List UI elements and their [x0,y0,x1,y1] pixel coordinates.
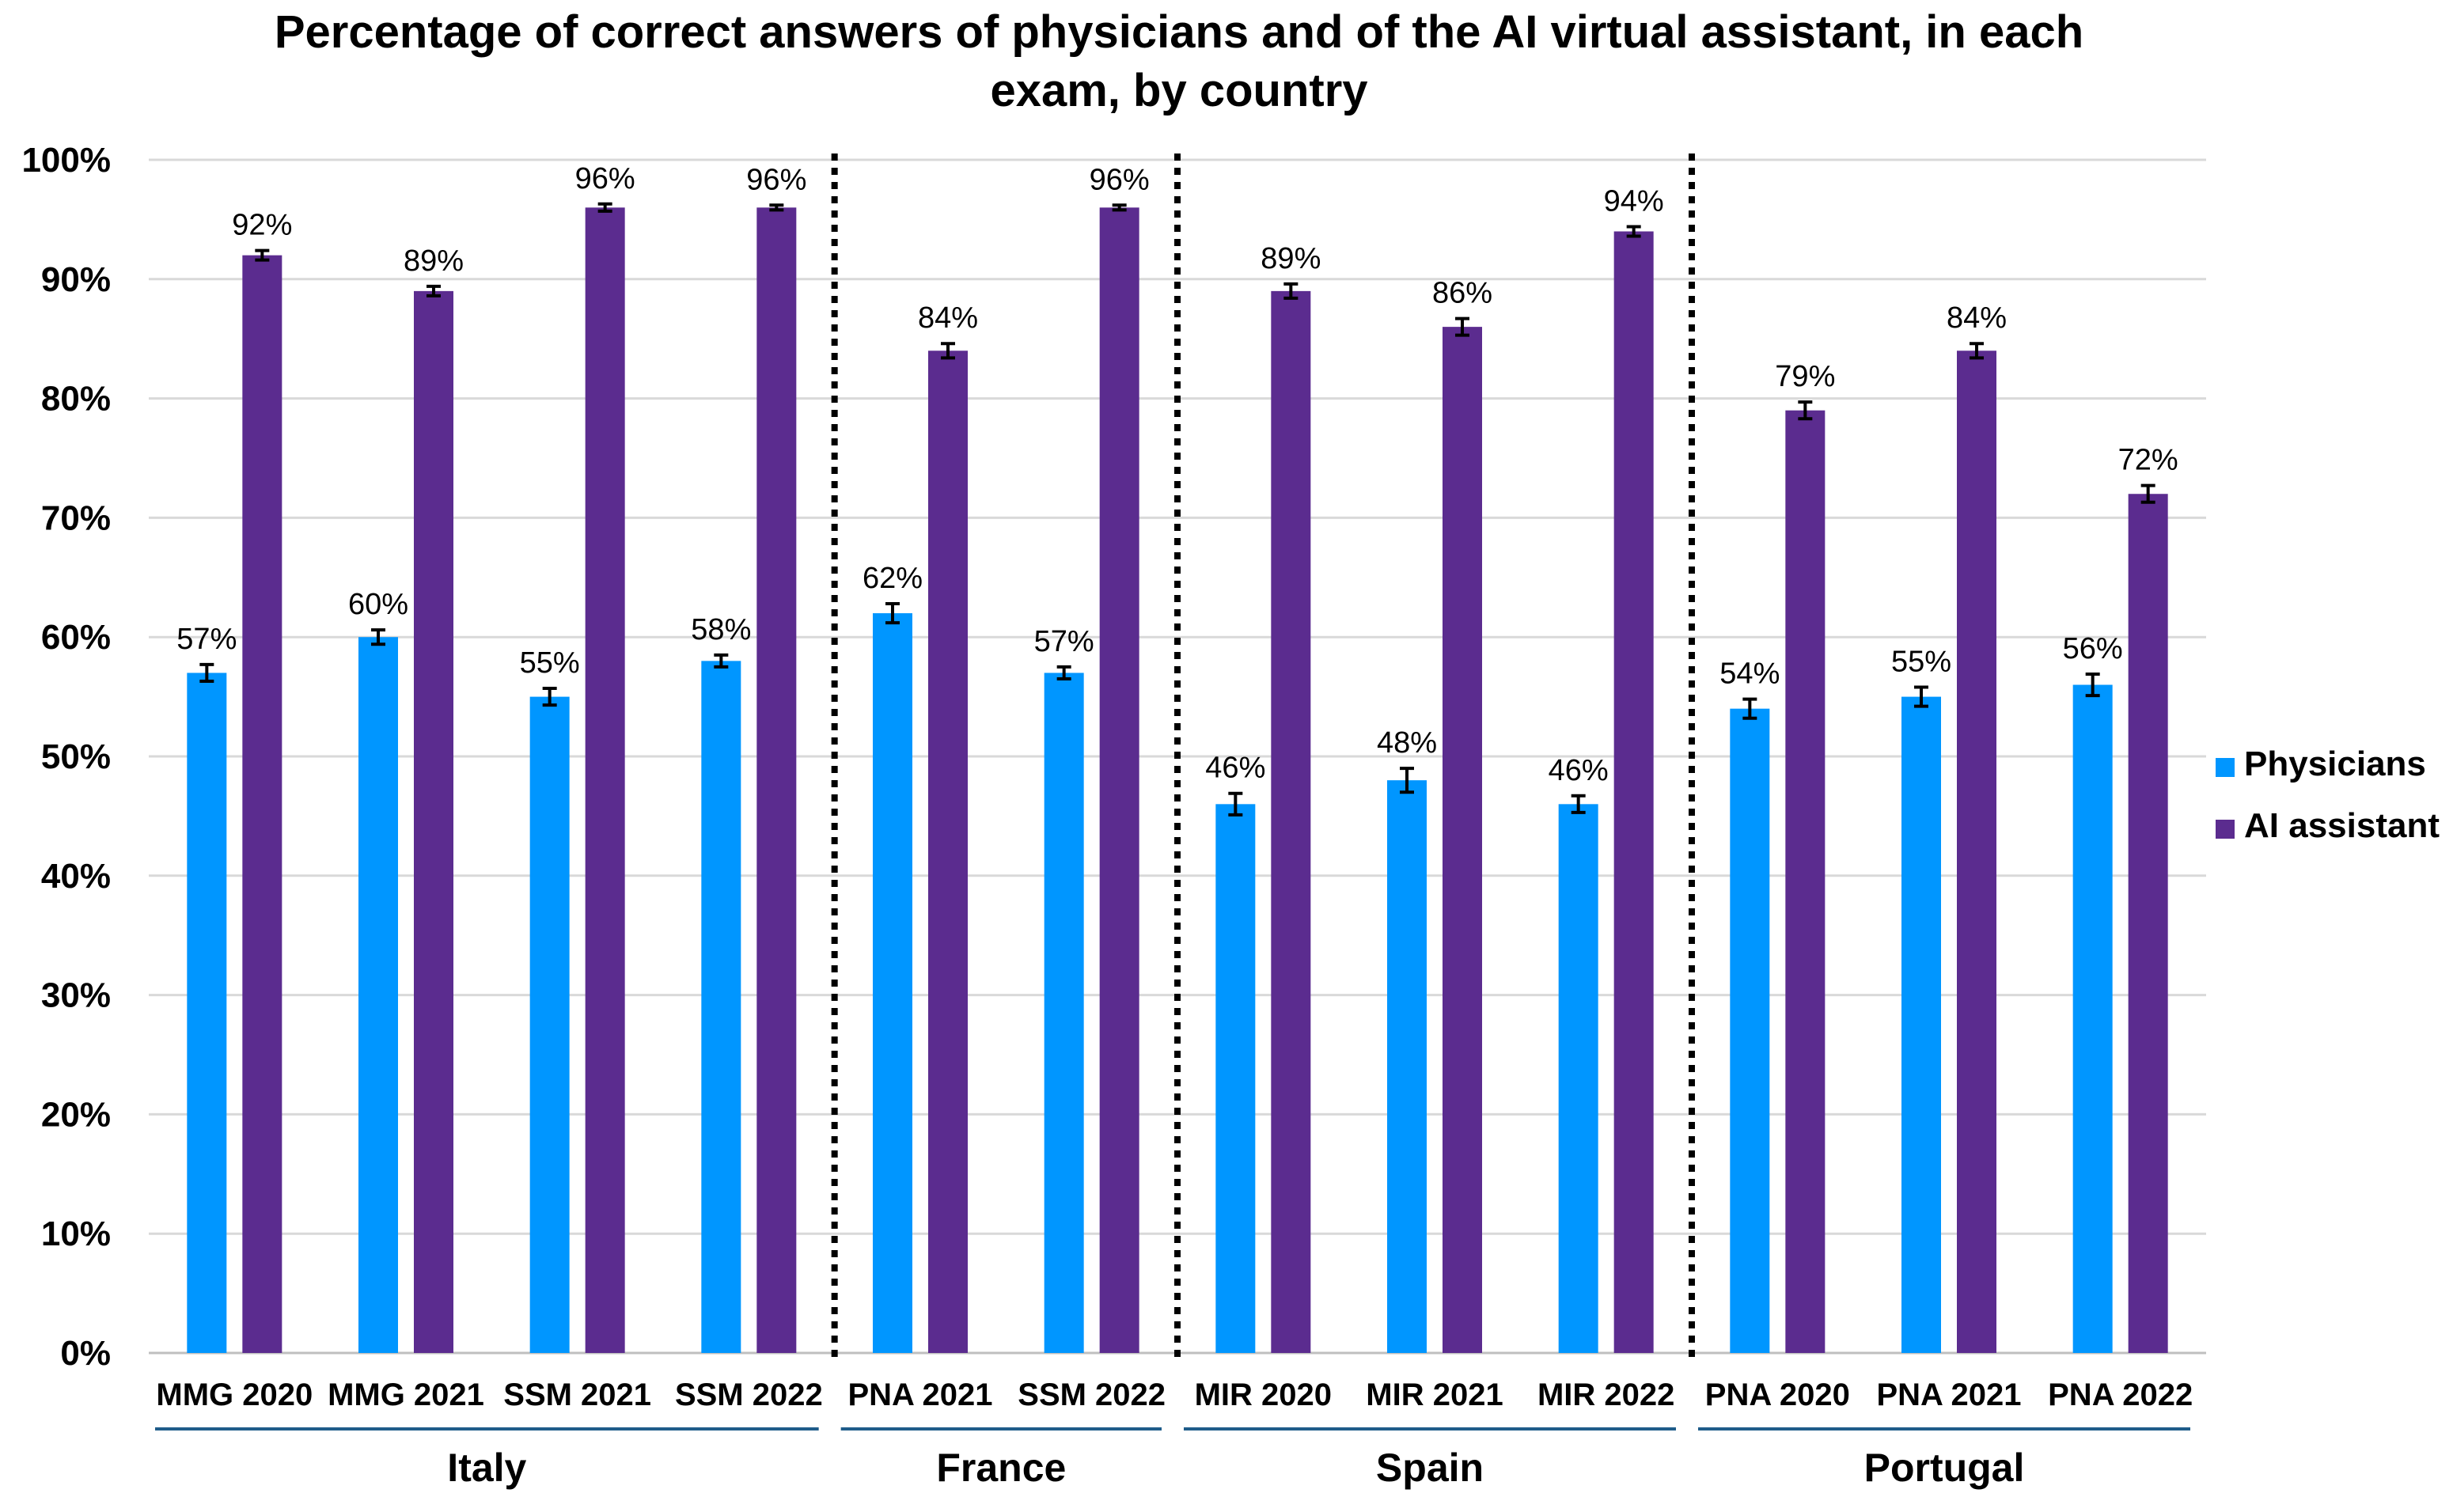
error-bars [199,202,2155,817]
physicians-bar [873,613,912,1353]
data-labels: 57% 92% 60% 89% 55% 96% 58% 96% 62% 84% 57% 96% 46% 8… [176,162,2178,787]
physicians-bar [1215,804,1256,1353]
chart-title-line-2: exam, by country [990,65,1367,116]
x-category-label: SSM 2021 [503,1377,651,1412]
physicians-bar [1558,804,1598,1353]
physicians-bar [529,696,570,1353]
country-group-label: Spain [1376,1446,1484,1490]
y-tick-label: 90% [41,260,111,299]
physicians-bar [1387,780,1427,1353]
physicians-data-label: 46% [1549,754,1609,787]
physicians-data-label: 55% [1891,646,1951,679]
ai-assistant-data-label: 84% [918,301,978,335]
ai-assistant-data-label: 84% [1947,301,2007,335]
bars [187,207,2168,1354]
physicians-legend-label: Physicians [2244,745,2426,783]
ai-assistant-bar [414,290,453,1353]
ai-assistant-bar [1099,207,1139,1353]
x-axis-categories: MMG 2020 MMG 2021 SSM 2021 SSM 2022 PNA 2021… [156,1377,2193,1412]
y-tick-label: 60% [41,618,111,657]
legend: Physicians AI assistant [2216,745,2440,845]
ai-assistant-data-label: 96% [1090,163,1150,196]
y-axis: 0% 10% 20% 30% 40% 50% 60% 70% 80% 90% 100% [21,141,111,1373]
ai-assistant-bar [2128,494,2168,1353]
physicians-data-label: 55% [520,646,580,680]
x-category-label: SSM 2022 [675,1377,823,1412]
physicians-data-label: 54% [1719,657,1780,691]
country-group-label: Italy [447,1446,526,1490]
ai-assistant-data-label: 96% [575,162,635,195]
ai-assistant-bar [242,255,282,1353]
y-tick-label: 30% [41,976,111,1015]
y-tick-label: 40% [41,857,111,896]
ai-assistant-legend-swatch [2216,820,2235,839]
physicians-data-label: 57% [1034,625,1094,658]
x-category-label: MIR 2022 [1537,1377,1674,1412]
x-category-label: MMG 2020 [156,1377,313,1412]
physicians-bar [701,661,741,1353]
y-tick-label: 80% [41,380,111,419]
x-category-label: MIR 2020 [1195,1377,1332,1412]
x-category-label: PNA 2021 [1876,1377,2021,1412]
ai-assistant-bar [1271,290,1311,1353]
ai-assistant-data-label: 96% [746,163,806,196]
physicians-data-label: 56% [2063,632,2123,665]
ai-assistant-data-label: 86% [1432,277,1492,310]
physicians-data-label: 58% [691,613,751,646]
physicians-bar [1044,673,1084,1353]
country-group-label: France [936,1446,1066,1490]
x-category-label: SSM 2022 [1018,1377,1166,1412]
country-separators [831,153,1695,1359]
ai-assistant-bar [1785,410,1826,1354]
ai-assistant-legend-label: AI assistant [2244,806,2440,845]
physicians-data-label: 62% [863,562,923,595]
physicians-bar [187,673,227,1353]
chart-title: Percentage of correct answers of physici… [275,6,2083,116]
ai-assistant-bar [1443,327,1482,1353]
physicians-legend-swatch [2216,758,2235,777]
x-category-label: MIR 2021 [1366,1377,1503,1412]
x-category-label: PNA 2021 [847,1377,992,1412]
country-groups: Italy France Spain Portugal [155,1427,2190,1490]
physicians-bar [358,637,398,1353]
x-category-label: PNA 2020 [1705,1377,1850,1412]
y-tick-label: 0% [60,1334,111,1373]
physicians-bar [1730,708,1770,1353]
physicians-bar [2072,684,2113,1353]
ai-assistant-data-label: 94% [1604,184,1664,218]
y-tick-label: 100% [21,141,111,180]
ai-assistant-data-label: 89% [404,244,464,278]
ai-assistant-bar [756,207,797,1353]
y-tick-label: 70% [41,498,111,537]
ai-assistant-bar [928,351,968,1353]
physicians-data-label: 46% [1205,752,1265,785]
physicians-data-label: 48% [1377,726,1437,760]
physicians-data-label: 57% [176,623,237,656]
ai-assistant-bar [585,207,625,1353]
country-group-label: Portugal [1864,1446,2025,1490]
ai-assistant-data-label: 89% [1261,242,1321,275]
ai-assistant-bar [1613,231,1654,1354]
ai-assistant-data-label: 72% [2118,444,2178,477]
y-tick-label: 20% [41,1095,111,1134]
ai-assistant-bar [1957,351,1996,1353]
physicians-bar [1901,696,1941,1353]
y-tick-label: 50% [41,737,111,776]
x-category-label: MMG 2021 [328,1377,484,1412]
x-category-label: PNA 2022 [2048,1377,2193,1412]
y-tick-label: 10% [41,1215,111,1253]
ai-assistant-data-label: 79% [1775,360,1835,393]
physicians-data-label: 60% [348,588,408,621]
ai-assistant-data-label: 92% [232,209,292,242]
chart-title-line-1: Percentage of correct answers of physici… [275,6,2083,58]
